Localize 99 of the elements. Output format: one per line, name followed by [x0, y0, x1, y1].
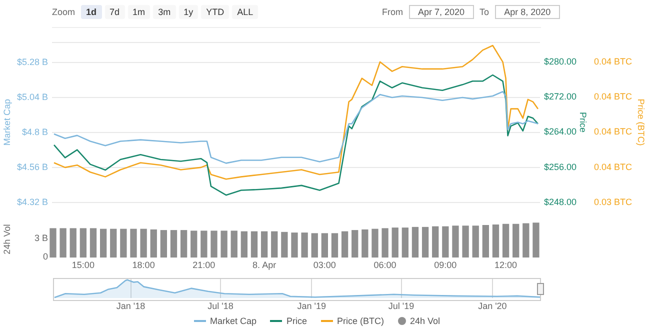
bar — [260, 231, 268, 258]
x-tick-label: Jan '19 — [297, 301, 326, 312]
bar — [140, 228, 147, 258]
x-tick-label: 12:00 — [494, 260, 518, 270]
bar — [120, 228, 127, 258]
legend-label: 24h Vol — [410, 316, 440, 326]
x-tick-label: Jan '18 — [116, 301, 146, 312]
y-tick-label: 0 — [42, 252, 48, 262]
y2-axis-title: Price — [578, 112, 588, 133]
bar — [70, 228, 76, 258]
bar — [80, 228, 87, 258]
y2-tick-label: $280.00 — [544, 56, 577, 66]
bar — [432, 226, 439, 258]
bar — [150, 229, 157, 258]
bar — [291, 232, 298, 258]
bar — [492, 224, 500, 258]
bar — [341, 231, 348, 258]
y3-axis-title: Price (BTC) — [636, 98, 646, 146]
bar — [482, 225, 489, 258]
x-tick-label: 18:00 — [132, 260, 155, 270]
y3-tick-label: 0.04 BTC — [594, 162, 633, 172]
y3-tick-label: 0.04 BTC — [594, 92, 633, 102]
x-tick-label: 21:00 — [192, 260, 216, 270]
bar — [130, 228, 137, 258]
bar — [532, 222, 540, 258]
text: Apr 7, 2020 — [409, 5, 474, 19]
y2-tick-label: $248.00 — [544, 197, 577, 208]
x-tick-label: 8. Apr — [252, 260, 276, 270]
bar — [281, 232, 288, 258]
bar — [240, 231, 248, 258]
bar — [210, 230, 218, 258]
bar — [170, 230, 178, 258]
bar — [442, 226, 449, 258]
text: ALL — [232, 5, 258, 19]
x-tick-label: 15:00 — [72, 260, 94, 270]
bar — [502, 224, 510, 258]
y2-tick-label: $256.00 — [544, 162, 577, 172]
bar — [160, 230, 168, 258]
text: YTD — [201, 5, 230, 19]
bar — [50, 228, 56, 258]
y2-tick-label: $272.00 — [544, 91, 577, 102]
bar — [422, 226, 429, 258]
y3-tick-label: 0.04 BTC — [594, 126, 633, 137]
bar — [230, 230, 238, 258]
y-tick-label: 3 B — [34, 232, 48, 243]
bar — [412, 226, 419, 258]
bar — [190, 230, 198, 258]
y-axis-title: 24h Vol — [2, 224, 12, 254]
bar — [372, 228, 378, 258]
y-tick-label: $4.56 B — [16, 162, 48, 172]
legend-label: Market Cap — [210, 316, 256, 326]
bar — [250, 231, 258, 258]
bar — [382, 228, 388, 258]
bar — [100, 228, 107, 258]
bar — [512, 224, 520, 258]
y-tick-label: $5.28 B — [16, 56, 48, 67]
bar — [271, 231, 278, 258]
y2-tick-label: $264.00 — [544, 126, 577, 137]
text: 7d — [104, 5, 125, 19]
text: 3m — [153, 5, 176, 19]
text: 1m — [128, 5, 150, 19]
bar — [402, 228, 408, 258]
y-tick-label: $5.04 B — [16, 92, 48, 102]
x-tick-label: Jan '20 — [478, 301, 507, 312]
legend-label: Price — [286, 316, 307, 326]
bar — [392, 228, 398, 258]
y3-tick-label: 0.04 BTC — [594, 56, 633, 66]
y-tick-label: $4.8 B — [22, 127, 48, 138]
bar — [362, 229, 368, 258]
text: To — [480, 7, 490, 17]
text: 1y — [178, 5, 198, 19]
text: Zoom — [52, 7, 76, 17]
bar — [522, 223, 530, 258]
bar — [352, 230, 358, 258]
bar — [90, 228, 97, 258]
bar — [472, 226, 479, 258]
bar — [462, 226, 469, 258]
y-tick-label: $4.32 B — [16, 197, 48, 208]
x-tick-label: 06:00 — [374, 260, 396, 270]
bar — [452, 226, 459, 258]
x-tick-label: Jul '19 — [388, 301, 414, 312]
bar — [60, 228, 66, 258]
x-tick-label: Jul '18 — [208, 301, 234, 312]
x-tick-label: 09:00 — [434, 260, 457, 270]
y3-tick-label: 0.03 BTC — [594, 197, 633, 208]
x-tick-label: 03:00 — [313, 260, 336, 270]
text: 1d — [81, 5, 102, 19]
text: Apr 8, 2020 — [495, 5, 560, 19]
bar — [200, 230, 208, 258]
bar — [180, 230, 188, 258]
bar — [321, 233, 328, 258]
text: From — [382, 7, 403, 17]
bar — [301, 232, 308, 258]
bar — [331, 233, 338, 258]
bar — [110, 228, 117, 258]
bar — [311, 233, 318, 258]
legend-label: Price (BTC) — [337, 316, 384, 326]
y-axis-title: Market Cap — [2, 99, 12, 146]
bar — [220, 230, 228, 258]
